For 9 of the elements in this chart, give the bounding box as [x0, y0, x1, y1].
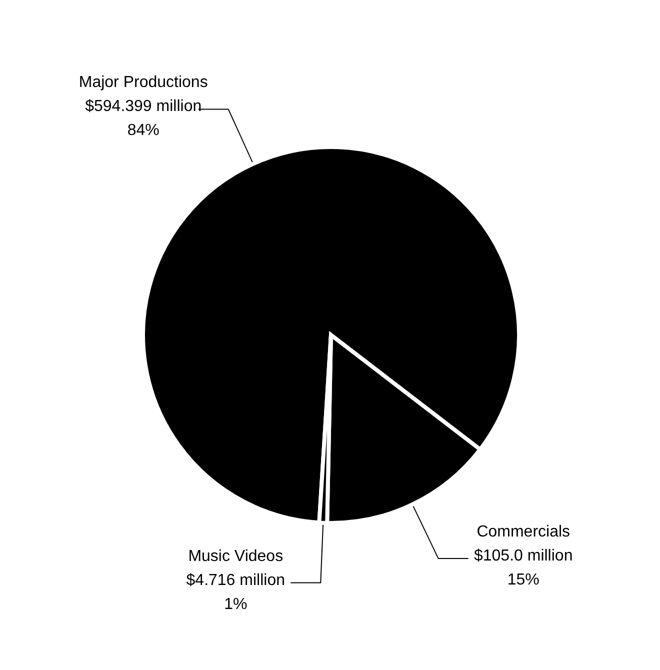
- slice-label: Major Productions: [78, 74, 208, 92]
- text: 84%: [127, 122, 160, 140]
- text: 1%: [224, 596, 248, 613]
- data-label: $105.0 million: [474, 548, 573, 565]
- data-label: $4.716 million: [186, 572, 286, 589]
- slice-label: Commercials: [476, 524, 570, 541]
- text: 15%: [507, 572, 540, 589]
- slice-label: Music Videos: [188, 548, 284, 565]
- data-label: $594.399 million: [85, 98, 202, 116]
